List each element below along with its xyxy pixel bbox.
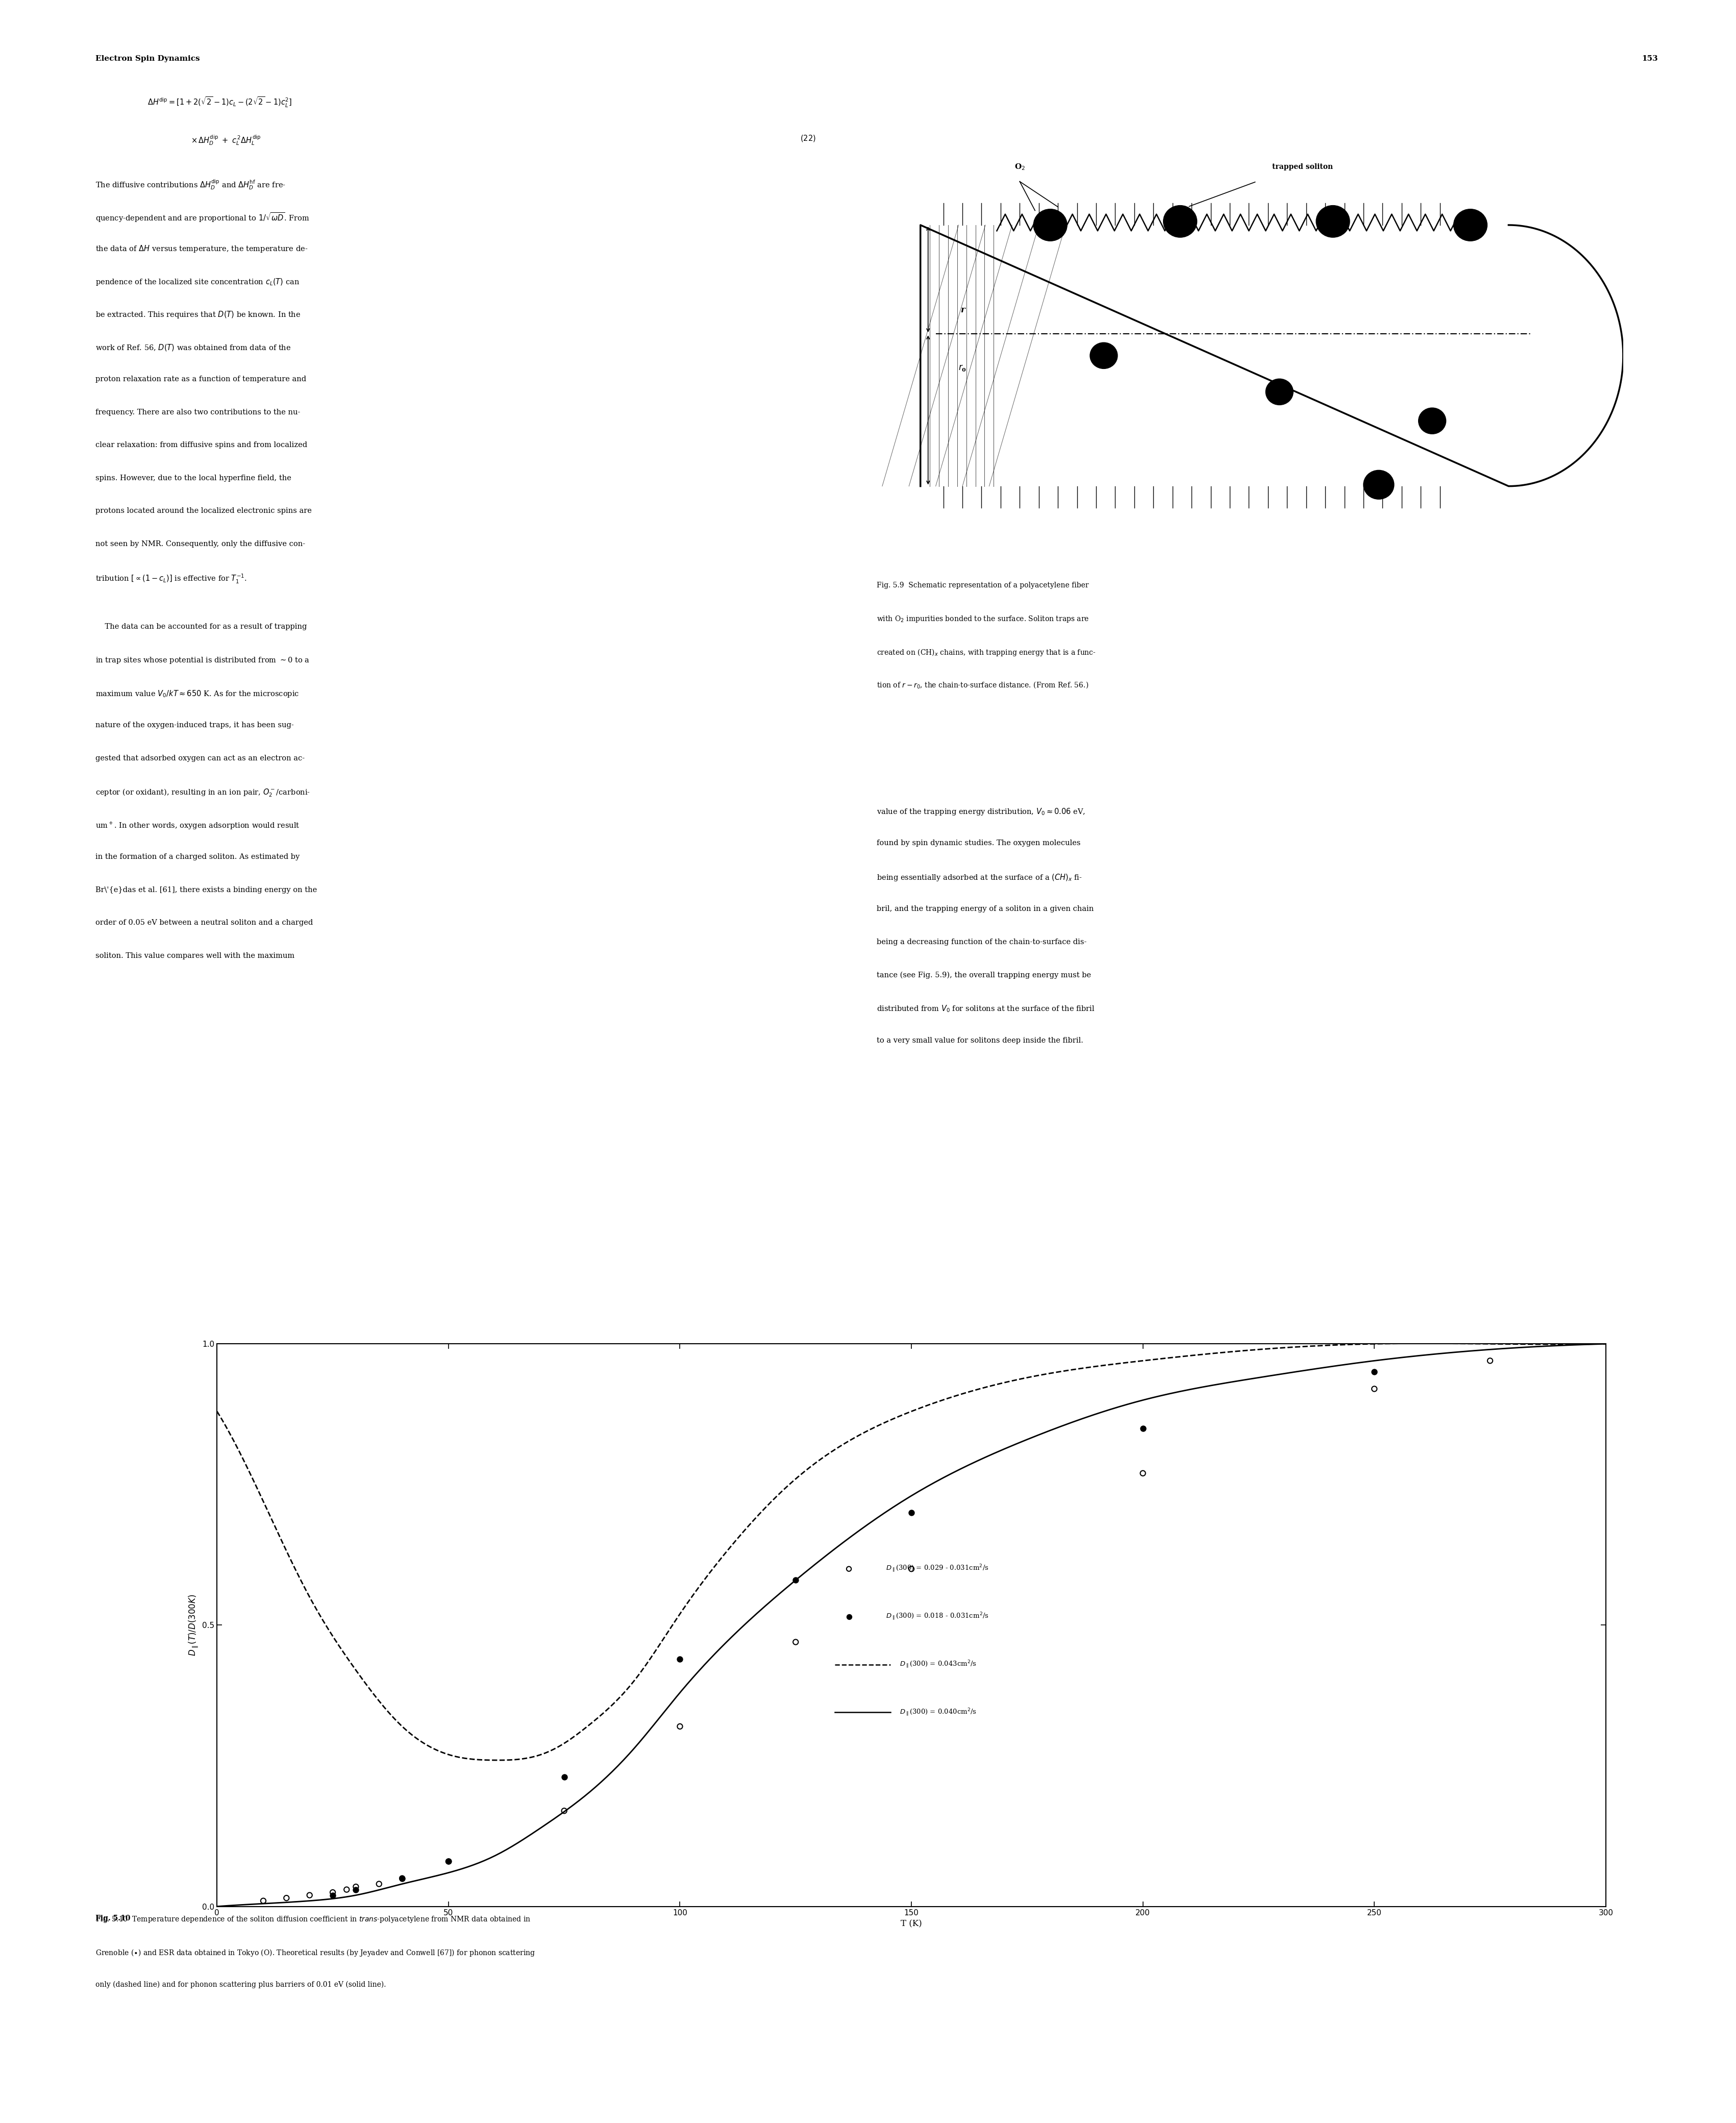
- Point: [205, 1601, 233, 1635]
- Text: r: r: [960, 306, 965, 314]
- X-axis label: T (K): T (K): [901, 1919, 922, 1928]
- Text: with O$_2$ impurities bonded to the surface. Soliton traps are: with O$_2$ impurities bonded to the surf…: [877, 614, 1088, 624]
- Circle shape: [1266, 378, 1293, 405]
- Point: [1128, 1412, 1156, 1446]
- Text: Fig. 5.9  Schematic representation of a polyacetylene fiber: Fig. 5.9 Schematic representation of a p…: [877, 582, 1088, 588]
- Point: [1361, 1354, 1389, 1388]
- Text: in trap sites whose potential is distributed from $\sim$0 to a: in trap sites whose potential is distrib…: [95, 656, 309, 664]
- Y-axis label: $D_{\parallel}(T)/D(300K)$: $D_{\parallel}(T)/D(300K)$: [187, 1594, 200, 1656]
- Text: quency-dependent and are proportional to $1/\sqrt{\omega D}$. From: quency-dependent and are proportional to…: [95, 210, 309, 223]
- Point: [434, 1845, 462, 1879]
- Text: not seen by NMR. Consequently, only the diffusive con-: not seen by NMR. Consequently, only the …: [95, 539, 306, 548]
- Text: found by spin dynamic studies. The oxygen molecules: found by spin dynamic studies. The oxyge…: [877, 839, 1080, 847]
- Text: in the formation of a charged soliton. As estimated by: in the formation of a charged soliton. A…: [95, 853, 300, 860]
- Text: $\times\, \Delta H_D^{\rm dip}\ +\ c_L^{\,2}\Delta H_L^{\rm dip}$: $\times\, \Delta H_D^{\rm dip}\ +\ c_L^{…: [191, 134, 260, 146]
- Text: being a decreasing function of the chain-to-surface dis-: being a decreasing function of the chain…: [877, 938, 1087, 945]
- Text: Fig. 5.10: Fig. 5.10: [95, 1915, 135, 1921]
- Text: gested that adsorbed oxygen can act as an electron ac-: gested that adsorbed oxygen can act as a…: [95, 754, 306, 762]
- Text: um$^+$. In other words, oxygen adsorption would result: um$^+$. In other words, oxygen adsorptio…: [95, 819, 300, 830]
- Text: $D_{\parallel}$(300) = 0.029 - 0.031cm$^2$/s: $D_{\parallel}$(300) = 0.029 - 0.031cm$^…: [884, 1565, 988, 1573]
- Text: tance (see Fig. 5.9), the overall trapping energy must be: tance (see Fig. 5.9), the overall trappi…: [877, 972, 1090, 979]
- Point: [898, 1495, 925, 1529]
- Text: Grenoble ($\bullet$) and ESR data obtained in Tokyo (O). Theoretical results (by: Grenoble ($\bullet$) and ESR data obtain…: [95, 1949, 535, 1957]
- Point: [319, 1879, 347, 1913]
- Point: [295, 1879, 323, 1913]
- Text: trapped soliton: trapped soliton: [1272, 163, 1333, 170]
- Point: [342, 1872, 370, 1906]
- Text: $D_{\parallel}$(300) = 0.043cm$^2$/s: $D_{\parallel}$(300) = 0.043cm$^2$/s: [898, 1660, 977, 1669]
- Point: [550, 1760, 578, 1794]
- Point: [319, 1875, 347, 1909]
- Text: $\Delta H^{\rm dip} = [1 + 2(\sqrt{2} - 1)c_L - (2\sqrt{2} - 1)c_L^2]$: $\Delta H^{\rm dip} = [1 + 2(\sqrt{2} - …: [148, 96, 292, 108]
- Text: being essentially adsorbed at the surface of a $(CH)_x$ fi-: being essentially adsorbed at the surfac…: [877, 873, 1082, 883]
- Point: [781, 1624, 809, 1658]
- Point: [781, 1563, 809, 1596]
- Text: The diffusive contributions $\Delta H_D^{\rm dip}$ and $\Delta H_D^{\rm hf}$ are: The diffusive contributions $\Delta H_D^…: [95, 178, 286, 191]
- Point: [365, 1866, 392, 1900]
- Text: $D_{\parallel}$(300) = 0.040cm$^2$/s: $D_{\parallel}$(300) = 0.040cm$^2$/s: [898, 1707, 977, 1718]
- Text: proton relaxation rate as a function of temperature and: proton relaxation rate as a function of …: [95, 376, 306, 382]
- Text: work of Ref. 56, $D(T)$ was obtained from data of the: work of Ref. 56, $D(T)$ was obtained fro…: [95, 342, 292, 352]
- Text: $r_{\mathregular{o}}$: $r_{\mathregular{o}}$: [958, 363, 967, 374]
- Text: created on (CH)$_x$ chains, with trapping energy that is a func-: created on (CH)$_x$ chains, with trappin…: [877, 648, 1095, 658]
- Text: O$_2$: O$_2$: [1014, 163, 1026, 172]
- Text: soliton. This value compares well with the maximum: soliton. This value compares well with t…: [95, 951, 295, 960]
- Text: Br\'{e}das et al. [61], there exists a binding energy on the: Br\'{e}das et al. [61], there exists a b…: [95, 885, 318, 894]
- Text: only (dashed line) and for phonon scattering plus barriers of 0.01 eV (solid lin: only (dashed line) and for phonon scatte…: [95, 1981, 385, 1987]
- Text: clear relaxation: from diffusive spins and from localized: clear relaxation: from diffusive spins a…: [95, 442, 307, 448]
- Text: distributed from $V_0$ for solitons at the surface of the fibril: distributed from $V_0$ for solitons at t…: [877, 1004, 1095, 1013]
- Polygon shape: [920, 225, 1623, 486]
- Point: [1361, 1371, 1389, 1405]
- Point: [333, 1872, 361, 1906]
- Text: to a very small value for solitons deep inside the fibril.: to a very small value for solitons deep …: [877, 1038, 1083, 1045]
- Text: ceptor (or oxidant), resulting in an ion pair, $O_2^-$/carboni-: ceptor (or oxidant), resulting in an ion…: [95, 788, 311, 798]
- Point: [1128, 1456, 1156, 1490]
- Point: [273, 1881, 300, 1915]
- Text: The data can be accounted for as a result of trapping: The data can be accounted for as a resul…: [95, 624, 307, 631]
- Point: [550, 1794, 578, 1828]
- Text: pendence of the localized site concentration $c_L(T)$ can: pendence of the localized site concentra…: [95, 276, 300, 287]
- Text: maximum value $V_0/kT \approx 650$ K. As for the microscopic: maximum value $V_0/kT \approx 650$ K. As…: [95, 688, 299, 698]
- Text: 153: 153: [1642, 55, 1658, 62]
- Circle shape: [1090, 342, 1118, 369]
- Text: Fig. 5.10  Temperature dependence of the soliton diffusion coefficient in $\it{t: Fig. 5.10 Temperature dependence of the …: [95, 1915, 531, 1923]
- Text: order of 0.05 eV between a neutral soliton and a charged: order of 0.05 eV between a neutral solit…: [95, 919, 312, 926]
- Point: [434, 1845, 462, 1879]
- Point: [667, 1641, 694, 1675]
- Circle shape: [1316, 206, 1349, 238]
- Circle shape: [1363, 469, 1394, 499]
- Point: [667, 1709, 694, 1743]
- Point: [250, 1883, 278, 1917]
- Text: frequency. There are also two contributions to the nu-: frequency. There are also two contributi…: [95, 408, 300, 416]
- Point: [389, 1862, 417, 1896]
- Circle shape: [1453, 208, 1488, 242]
- Text: nature of the oxygen-induced traps, it has been sug-: nature of the oxygen-induced traps, it h…: [95, 722, 293, 728]
- Text: bril, and the trapping energy of a soliton in a given chain: bril, and the trapping energy of a solit…: [877, 904, 1094, 913]
- Point: [1476, 1344, 1503, 1378]
- Text: the data of $\Delta H$ versus temperature, the temperature de-: the data of $\Delta H$ versus temperatur…: [95, 244, 307, 255]
- Text: be extracted. This requires that $D(T)$ be known. In the: be extracted. This requires that $D(T)$ …: [95, 310, 300, 321]
- Text: $(22)$: $(22)$: [800, 134, 816, 142]
- Circle shape: [1163, 206, 1196, 238]
- Text: Electron Spin Dynamics: Electron Spin Dynamics: [95, 55, 200, 62]
- Circle shape: [1033, 208, 1068, 242]
- Text: tion of $r - r_0$, the chain-to-surface distance. (From Ref. 56.): tion of $r - r_0$, the chain-to-surface …: [877, 679, 1088, 690]
- Text: protons located around the localized electronic spins are: protons located around the localized ele…: [95, 507, 312, 514]
- Text: value of the trapping energy distribution, $V_0 \approx 0.06$ eV,: value of the trapping energy distributio…: [877, 807, 1085, 817]
- Text: tribution $[\propto (1 - c_L)]$ is effective for $T_1^{-1}$.: tribution $[\propto (1 - c_L)]$ is effec…: [95, 573, 247, 586]
- Point: [389, 1862, 417, 1896]
- Text: $D_{\parallel}$(300) = 0.018 - 0.031cm$^2$/s: $D_{\parallel}$(300) = 0.018 - 0.031cm$^…: [884, 1611, 990, 1622]
- Point: [342, 1870, 370, 1904]
- Point: [898, 1552, 925, 1586]
- Circle shape: [1418, 408, 1446, 433]
- Point: [205, 1552, 233, 1586]
- Text: spins. However, due to the local hyperfine field, the: spins. However, due to the local hyperfi…: [95, 476, 292, 482]
